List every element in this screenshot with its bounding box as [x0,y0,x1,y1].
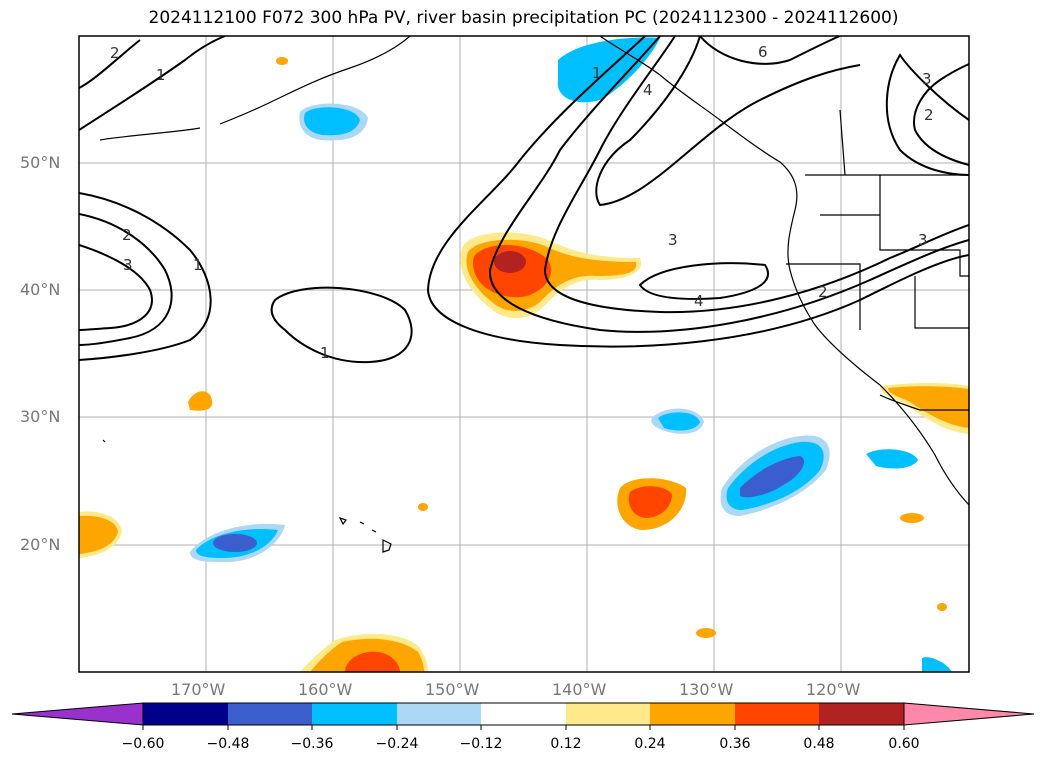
contour-label: 4 [694,292,704,310]
colorbar-tick-label: −0.60 [121,736,165,752]
colorbar-tick-label: −0.36 [290,736,334,752]
contour-label: 1 [592,64,602,82]
colorbar-tick-label: −0.12 [459,736,503,752]
contour-label: 2 [924,106,934,124]
colorbar-over-arrow [903,702,1035,726]
colorbar-swatch [228,703,312,725]
colorbar-tick-label: 0.12 [550,736,582,752]
lat-label: 20°N [20,535,61,554]
colorbar-swatch [566,703,650,725]
lon-label: 170°W [171,680,226,699]
contour-label: 1 [156,66,166,84]
colorbar-tick-label: −0.24 [375,736,419,752]
contour-label: 1 [193,256,203,274]
lon-label: 120°W [806,680,861,699]
contour-label: 3 [918,231,928,249]
pv-contour-labels: 1 2 2 3 1 1 1 4 6 3 2 3 4 2 3 [110,43,934,362]
pv-contours [79,36,969,364]
colorbar-tick-label: −0.48 [206,736,250,752]
lon-label: 130°W [679,680,734,699]
contour-label: 6 [758,43,768,61]
graticule [79,36,969,672]
colorbar [11,702,1035,730]
colorbar-tick-label: 0.60 [888,736,920,752]
colorbar-swatch [143,703,228,725]
colorbar-swatch [735,703,819,725]
map-title: 2024112100 F072 300 hPa PV, river basin … [148,8,899,28]
colorbar-tick-label: 0.24 [634,736,666,752]
precip-anomalies [79,37,969,672]
lon-label: 140°W [552,680,607,699]
contour-label: 2 [818,283,828,301]
colorbar-tick-label: 0.48 [803,736,835,752]
colorbar-swatch [397,703,481,725]
colorbar-under-arrow [11,702,144,726]
colorbar-swatch [819,703,904,725]
lat-label: 50°N [20,153,61,172]
contour-label: 1 [320,344,330,362]
contour-label: 3 [668,231,678,249]
contour-label: 4 [643,81,653,99]
lon-label: 160°W [298,680,353,699]
lat-label: 40°N [20,280,61,299]
colorbar-swatch [650,703,735,725]
contour-label: 3 [922,70,932,88]
contour-label: 3 [123,256,133,274]
contour-label: 2 [122,226,132,244]
contour-label: 2 [110,44,120,62]
colorbar-tick-label: 0.36 [719,736,751,752]
lat-label: 30°N [20,407,61,426]
coastlines [99,36,969,553]
map-frame [78,35,970,673]
lon-label: 150°W [425,680,480,699]
colorbar-swatch [312,703,397,725]
colorbar-swatch [481,703,566,725]
